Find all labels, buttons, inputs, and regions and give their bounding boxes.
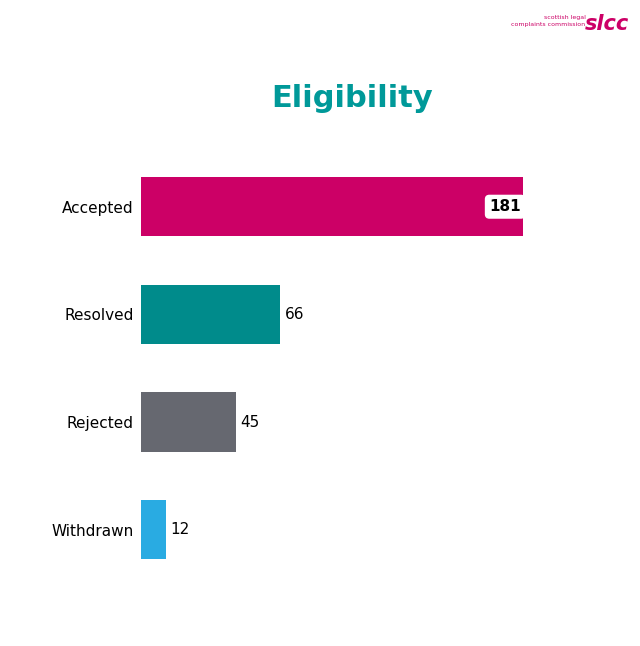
Text: scottish legal
complaints commission: scottish legal complaints commission [511,15,586,27]
Bar [141,285,280,344]
Bar [141,393,236,452]
Title: Eligibility: Eligibility [271,85,433,114]
Text: 181: 181 [490,199,521,214]
Bar [141,177,523,236]
Text: 66: 66 [284,307,304,322]
Bar [141,500,166,559]
Text: 12: 12 [170,522,189,537]
Text: slcc: slcc [585,14,629,34]
Text: 45: 45 [240,415,259,430]
